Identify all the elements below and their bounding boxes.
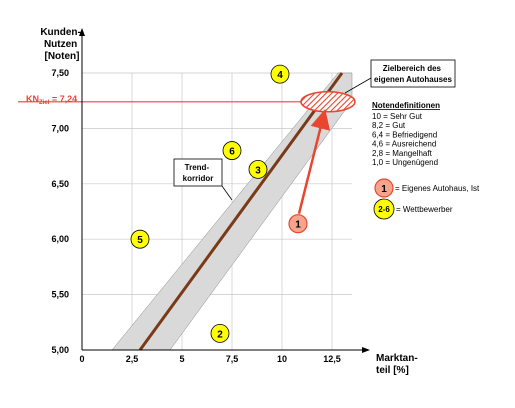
x-tick-label: 0 (79, 354, 84, 364)
y-tick-label: 7,00 (51, 123, 69, 133)
legend-title: Notendefinitionen (372, 101, 440, 110)
point-label: 5 (137, 235, 143, 246)
x-tick-label: 7,5 (226, 354, 239, 364)
legend-item: 4,6 = Ausreichend (372, 140, 436, 149)
legend-own-number: 1 (381, 184, 387, 195)
x-axis-title: Marktan- teil [%] (376, 353, 420, 376)
competitor-point-marker (130, 229, 150, 249)
x-tick-labels: 0 2,5 5 7,5 10 12,5 (79, 354, 340, 364)
data-points: 1 2 3 4 5 6 (130, 64, 308, 343)
data-point-3: 3 (248, 159, 268, 179)
legend-competitor-number: 2-6 (378, 205, 390, 214)
competitor-point-marker (222, 141, 242, 160)
legend-item: 1,0 = Ungenügend (372, 158, 438, 167)
y-tick-labels: 5,00 5,50 6,00 6,50 7,00 7,50 (51, 68, 69, 355)
competitor-point-marker (270, 64, 290, 84)
corridor-label-box (173, 158, 223, 187)
y-tick-label: 5,50 (51, 290, 69, 300)
y-axis-arrow (79, 28, 85, 36)
data-point-2: 2 (210, 323, 230, 343)
data-point-1: 1 (288, 214, 308, 234)
competitor-point-marker (248, 159, 268, 179)
axes (79, 28, 370, 353)
legend-item: 10 = Sehr Gut (372, 112, 423, 121)
y-tick-label: 5,00 (51, 345, 69, 355)
x-axis-arrow (362, 347, 370, 353)
legend-item: 8,2 = Gut (372, 121, 406, 130)
y-tick-label: 7,50 (51, 68, 69, 78)
legend-own-symbol (374, 178, 394, 198)
target-value-label: KNZiel = 7,24 (26, 94, 77, 106)
legend-item: 6,4 = Befriedigend (372, 130, 437, 139)
improvement-arrow (297, 108, 331, 214)
y-tick-label: 6,00 (51, 234, 69, 244)
target-zone-label: Zielbereich des eigenen Autohauses (374, 64, 452, 84)
corridor-label-pointer (221, 185, 233, 201)
point-label: 3 (255, 165, 261, 176)
x-tick-label: 5 (179, 354, 184, 364)
x-tick-label: 12,5 (323, 354, 341, 364)
legend-competitor-label: = Wettbewerber (396, 205, 453, 214)
point-label: 6 (229, 147, 235, 158)
y-tick-label: 6,50 (51, 179, 69, 189)
trend-line (138, 72, 344, 351)
target-zone-pointer (344, 77, 372, 94)
competitor-point-marker (210, 323, 230, 343)
data-point-4: 4 (270, 64, 290, 84)
point-label: 1 (295, 220, 301, 231)
point-label: 4 (277, 70, 283, 81)
corridor-label: Trend- korridor (183, 163, 214, 183)
target-zone-label-box (370, 59, 456, 88)
legend-item: 2,8 = Mangelhaft (372, 149, 433, 158)
data-point-5: 5 (130, 229, 150, 249)
legend-own-label: = Eigenes Autohaus, Ist (395, 184, 480, 193)
legend-competitor-symbol (373, 198, 395, 220)
y-axis-title: Kunden- Nutzen [Noten] (40, 27, 83, 62)
point-label: 2 (217, 329, 223, 340)
data-point-6: 6 (222, 141, 242, 160)
target-zone (300, 91, 356, 113)
x-tick-label: 2,5 (126, 354, 139, 364)
x-tick-label: 10 (277, 354, 287, 364)
own-point-marker (288, 214, 308, 234)
grid (82, 72, 352, 350)
